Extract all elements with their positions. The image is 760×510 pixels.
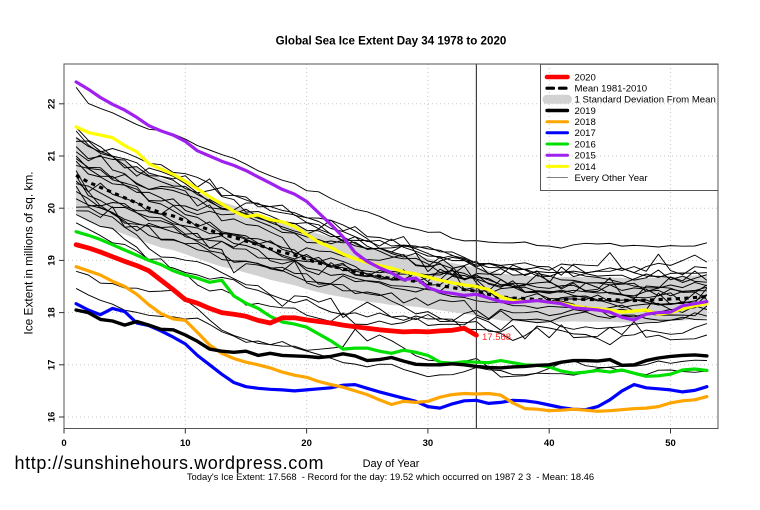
svg-text:10: 10	[180, 438, 191, 449]
svg-text:http://sunshinehours.wordpress: http://sunshinehours.wordpress.com	[15, 453, 325, 473]
svg-text:2014: 2014	[575, 162, 597, 173]
svg-text:50: 50	[665, 438, 676, 449]
svg-text:2015: 2015	[575, 151, 596, 162]
svg-text:30: 30	[423, 438, 434, 449]
svg-text:2016: 2016	[575, 139, 596, 150]
svg-text:19: 19	[47, 255, 58, 266]
svg-text:2017: 2017	[575, 128, 596, 139]
svg-text:Day of Year: Day of Year	[363, 458, 420, 470]
svg-text:1 Standard Deviation From Mean: 1 Standard Deviation From Mean	[575, 95, 716, 106]
svg-text:Global Sea Ice Extent Day 34 1: Global Sea Ice Extent Day 34 1978 to 202…	[276, 35, 507, 48]
svg-text:Every Other Year: Every Other Year	[575, 173, 649, 184]
svg-text:2020: 2020	[575, 72, 596, 83]
svg-text:Mean 1981-2010: Mean 1981-2010	[575, 84, 648, 95]
svg-text:18: 18	[47, 307, 58, 318]
svg-text:21: 21	[47, 150, 58, 161]
svg-text:2019: 2019	[575, 106, 596, 117]
svg-text:40: 40	[544, 438, 555, 449]
svg-text:22: 22	[47, 99, 58, 110]
svg-text:20: 20	[47, 203, 58, 214]
svg-text:0: 0	[61, 438, 66, 449]
svg-text:17.568: 17.568	[482, 332, 511, 343]
svg-text:2018: 2018	[575, 117, 596, 128]
svg-text:16: 16	[47, 412, 58, 423]
svg-text:Today's Ice Extent: 17.568 -: Today's Ice Extent: 17.568 - Record for …	[187, 471, 594, 482]
svg-text:20: 20	[301, 438, 312, 449]
svg-text:17: 17	[47, 360, 58, 371]
svg-text:Ice Extent in millions of sq.: Ice Extent in millions of sq. km.	[22, 171, 36, 334]
